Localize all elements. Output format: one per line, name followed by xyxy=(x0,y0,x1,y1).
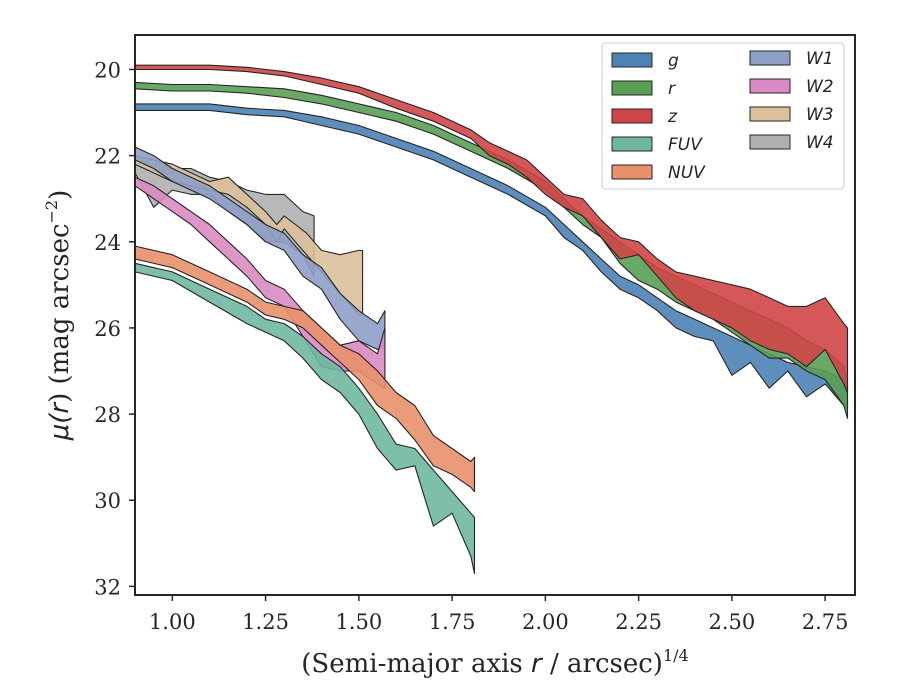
legend-swatch xyxy=(749,50,791,66)
y-tick-label: 20 xyxy=(94,58,121,82)
legend-swatch xyxy=(611,52,653,68)
x-tick-label: 2.00 xyxy=(522,610,569,634)
x-tick-label: 1.50 xyxy=(335,610,382,634)
y-axis-title: μ(r) (mag arcsec−2) xyxy=(42,190,75,442)
band-fuv xyxy=(134,262,476,575)
y-tick-label: 28 xyxy=(94,403,121,427)
legend-label: W2 xyxy=(806,77,834,97)
legend-swatch xyxy=(749,78,791,94)
y-tick-label: 32 xyxy=(94,575,121,599)
legend-label: r xyxy=(668,79,676,99)
x-tick-label: 2.50 xyxy=(709,610,756,634)
plot-frame xyxy=(134,34,856,596)
x-tick-label: 1.00 xyxy=(149,610,196,634)
legend-item-w4: W4 xyxy=(749,133,834,153)
x-tick-label: 1.25 xyxy=(242,610,289,634)
x-tick-label: 1.75 xyxy=(429,610,476,634)
x-tick-label: 2.25 xyxy=(615,610,662,634)
y-axis-ticks: 20 22 24 26 28 30 32 xyxy=(94,58,135,599)
legend-swatch xyxy=(749,134,791,150)
legend-item-w1: W1 xyxy=(749,49,834,69)
legend-item-r: r xyxy=(611,79,676,99)
legend-item-w3: W3 xyxy=(749,105,834,125)
legend-label: W1 xyxy=(806,49,834,69)
legend-item-g: g xyxy=(611,51,679,71)
x-axis-title: (Semi-major axis r / arcsec)1/4 xyxy=(301,646,688,679)
band-z xyxy=(134,64,849,394)
legend-label: z xyxy=(667,107,678,127)
legend-swatch xyxy=(611,80,653,96)
legend-swatch xyxy=(749,106,791,122)
legend-label: FUV xyxy=(668,135,703,155)
legend-swatch xyxy=(611,136,653,152)
y-tick-label: 30 xyxy=(94,489,121,513)
band-nuv xyxy=(134,245,476,493)
x-tick-label: 2.75 xyxy=(802,610,849,634)
y-tick-label: 26 xyxy=(94,317,121,341)
legend-label: W3 xyxy=(806,105,834,125)
legend-item-z: z xyxy=(611,107,678,127)
legend-swatch xyxy=(611,108,653,124)
legend-item-fuv: FUV xyxy=(611,135,703,155)
legend-label: W4 xyxy=(806,133,834,153)
x-axis-ticks: 1.00 1.25 1.50 1.75 2.00 2.25 2.50 2.75 xyxy=(149,595,849,634)
legend-swatch xyxy=(611,164,653,180)
profile-bands xyxy=(134,64,849,575)
legend-item-nuv: NUV xyxy=(611,163,706,183)
legend-label: g xyxy=(668,51,679,71)
y-tick-label: 22 xyxy=(94,145,121,169)
legend: grz FUV NUV W1 W2 W3 W4 xyxy=(601,42,845,190)
legend-item-w2: W2 xyxy=(749,77,834,97)
legend-label: NUV xyxy=(668,163,706,183)
y-tick-label: 24 xyxy=(94,231,121,255)
